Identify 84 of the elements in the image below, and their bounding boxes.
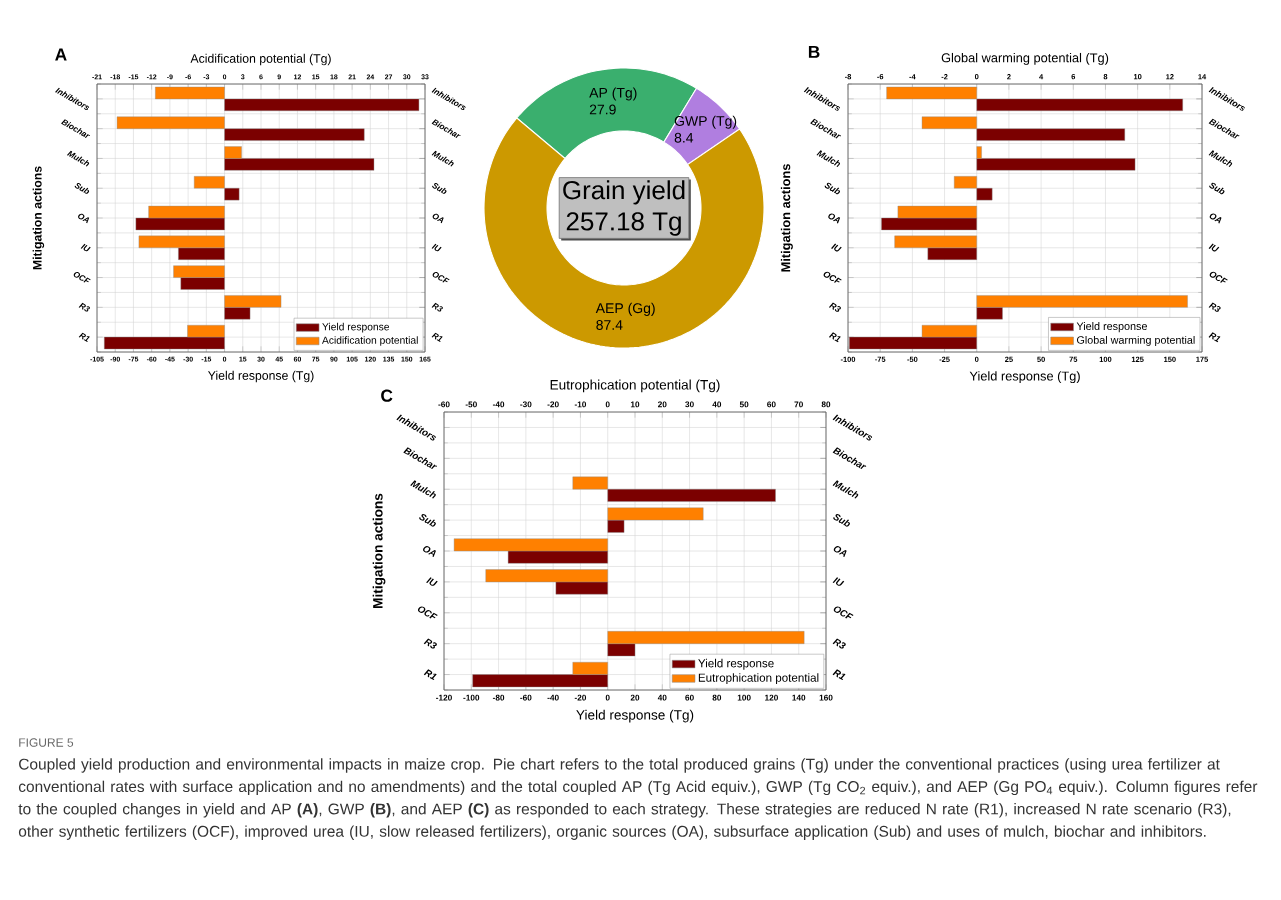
x2-tick-label: -60 [438,401,450,408]
x2-tick-label: -20 [547,401,559,408]
x-tick-label: 120 [765,694,778,701]
data-label: 87.4 [596,320,623,330]
category-label: OA [1209,213,1222,224]
x-tick-label: 140 [792,694,806,701]
y-tick-label: R3 [78,302,90,312]
y-tick-label: IU [80,243,91,252]
data-label: 8.4 [674,132,694,143]
y-tick-label: IU [831,243,842,252]
legend-label: Eutrophication potential [698,673,819,685]
category-label: OCF [432,272,450,283]
y-axis-title: Mitigation actions [780,164,793,272]
x-tick-label: 20 [630,694,640,701]
y-tick-label: Sub [419,514,436,527]
x2-tick-label: -40 [492,401,505,408]
legend-label: Yield response [698,658,774,670]
y-axis-title: Mitigation actions [32,166,45,270]
data-label: 27.9 [589,104,616,115]
x-tick-label: 0 [605,694,610,701]
y-tick-label: Sub [824,182,841,195]
x-axis-title: Yield response (Tg) [207,370,314,383]
y-tick-label: OCF [73,272,91,283]
y-tick-label: R3 [423,638,437,649]
x2-tick-label: 20 [657,401,667,408]
x-tick-label: -60 [520,694,532,701]
legend-label: Global warming potential [1076,335,1195,346]
x2-axis-title: Eutrophication potential (Tg) [550,379,720,393]
chart-title: C [381,389,393,402]
y-tick-label: OA [828,213,841,224]
x-tick-label: -20 [574,694,587,701]
x2-tick-label: 30 [685,401,694,408]
chart-title: B [808,45,820,58]
y-tick-label: OCF [417,606,438,619]
category-label: R3 [1208,302,1221,312]
y-tick-label: Sub [74,183,90,194]
x-tick-label: 160 [819,694,833,701]
category-label: IU [1208,243,1220,252]
y-tick-label: R3 [828,302,841,312]
category-label: OCF [1209,271,1228,283]
slice-label: AP (Tg) [589,87,637,101]
x-tick-label: 100 [737,694,751,701]
caption: FIGURE 5 [19,738,74,747]
y-tick-label: OCF [823,271,842,283]
slice-label: GWP (Tg) [674,115,737,129]
x-tick-label: 60 [685,694,694,701]
x2-tick-label: 10 [630,401,640,408]
category-label: Sub [432,183,447,194]
legend-label: Acidification potential [322,336,418,346]
x-tick-label: -40 [547,694,559,701]
x2-tick-label: 40 [712,401,722,408]
chart-title: A [55,48,67,61]
x-tick-label: 40 [657,694,667,701]
x2-tick-label: -50 [465,401,477,408]
text: Grain yield [563,180,685,205]
x2-axis-title: Acidification potential (Tg) [190,53,331,66]
x2-tick-label: 70 [794,401,803,408]
x-axis-title: Yield response (Tg) [576,709,694,723]
x-tick-label: 80 [712,694,722,701]
y-tick-label: R1 [423,669,437,681]
legend-label: Yield response [1076,322,1147,333]
x-tick-label: -80 [492,694,505,701]
text: 257.18 Tg [566,212,681,236]
x2-axis-title: Global warming potential (Tg) [941,52,1109,65]
x-tick-label: -120 [436,694,452,701]
x2-tick-label: 0 [605,401,610,408]
y-axis-title: Mitigation actions [372,493,386,608]
x2-tick-label: -10 [574,401,587,408]
slice-label: AEP (Gg) [595,302,655,316]
y-tick-label: OA [78,213,90,224]
category-label: R1 [1208,332,1221,343]
y-tick-label: OA [423,546,436,558]
x2-tick-label: 80 [821,401,831,408]
x2-tick-label: 60 [767,401,776,408]
x2-tick-label: 50 [739,401,749,408]
category-label: Sub [1209,182,1225,195]
legend-label: Yield response [322,322,390,333]
y-tick-label: IU [426,577,438,586]
text: Coupled yield production and environmental impacts in maize crop. Pie chart refers to the total produced grains (Tg) under the conventional practices (using urea fertilizer at conventional rates with surface application and no amendments) and the total coupled AP (Tg Acid equiv.), GWP (Tg CO$_{2}$ equiv.), and AEP (Gg PO$_{4}$ equiv.). Column figures refer to the coupled changes in yield and AP (A), GWP (B), and AEP (C) as responded to each strategy. These strategies are reduced N rate (R1), increased N rate scenario (R3), other synthetic fertilizers (OCF), improved urea (IU, slow released fertilizers), organic sources (OA), subsurface application (Sub) and uses of mulch, biochar and inhibitors. [18,758,1258,840]
x2-tick-label: -30 [520,401,532,408]
y-tick-label: R1 [828,332,841,343]
x-tick-label: -100 [463,694,480,701]
y-tick-label: R1 [78,332,90,342]
x-axis-title: Yield response (Tg) [969,371,1080,384]
